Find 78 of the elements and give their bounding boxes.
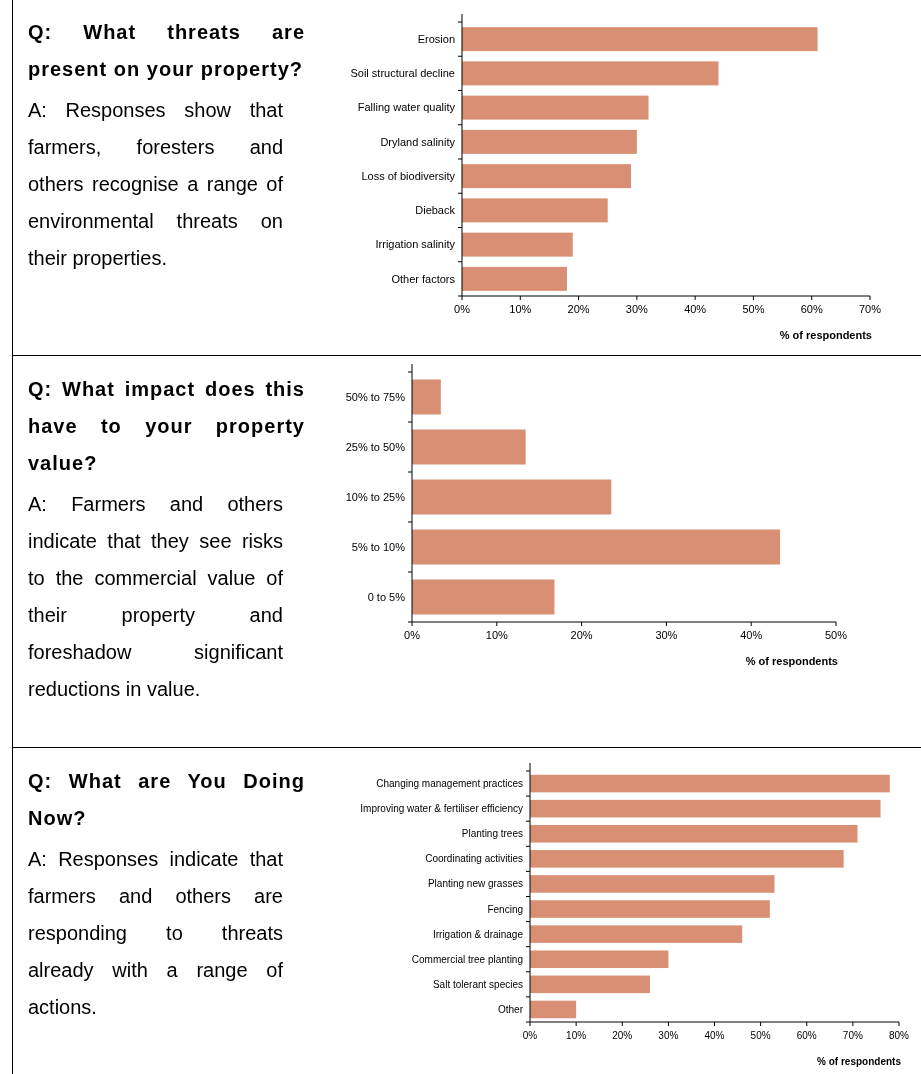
bar	[462, 61, 719, 86]
bar	[462, 95, 649, 120]
bar	[412, 529, 781, 565]
bar	[462, 266, 567, 291]
x-tick-label: 70%	[842, 1030, 863, 1041]
y-tick-label: Erosion	[417, 32, 455, 45]
bar	[412, 479, 612, 515]
x-axis-title: % of respondents	[817, 1056, 902, 1067]
y-tick-label: 50% to 75%	[345, 390, 406, 403]
y-tick-label: Changing management practices	[376, 778, 523, 790]
text: A: Responses show that farmers, foresters and others recognise a range of environmental threats on their properties.	[28, 98, 283, 271]
bar	[462, 164, 632, 189]
bar	[412, 429, 526, 465]
y-tick-label: Coordinating activities	[425, 853, 523, 865]
x-axis-title: % of respondents	[745, 655, 838, 667]
bar	[530, 774, 890, 793]
x-tick-label: 40%	[684, 303, 707, 315]
x-axis-title: % of respondents	[779, 329, 872, 341]
y-tick-label: 25% to 50%	[345, 440, 406, 453]
x-tick-label: 40%	[704, 1030, 725, 1041]
x-tick-label: 50%	[824, 629, 848, 641]
y-tick-label: 10% to 25%	[345, 490, 406, 503]
x-tick-label: 80%	[888, 1030, 910, 1041]
y-tick-label: Improving water & fertiliser efficiency	[360, 803, 523, 815]
x-tick-label: 20%	[612, 1030, 633, 1041]
x-tick-label: 40%	[740, 629, 763, 641]
y-tick-label: 0 to 5%	[367, 590, 406, 603]
x-tick-label: 20%	[567, 303, 590, 315]
y-tick-label: Irrigation & drainage	[432, 928, 524, 940]
y-tick-label: Commercial tree planting	[411, 953, 523, 965]
bar	[530, 799, 881, 818]
bar	[462, 232, 573, 257]
y-tick-label: Falling water quality	[357, 101, 456, 114]
bar	[412, 579, 555, 615]
text: Q: What impact does this have to your property value?	[28, 377, 305, 476]
x-tick-label: 50%	[750, 1030, 771, 1041]
y-tick-label: Planting new grasses	[427, 878, 523, 890]
bar	[530, 1000, 577, 1019]
y-tick-label: Fencing	[487, 903, 523, 915]
y-tick-label: Planting trees	[461, 828, 523, 840]
bar	[412, 379, 441, 415]
y-tick-label: 5% to 10%	[351, 540, 406, 553]
y-tick-label: Loss of biodiversity	[361, 169, 456, 182]
y-tick-label: Other	[497, 1003, 524, 1015]
bar	[530, 824, 858, 843]
y-tick-label: Soil structural decline	[350, 67, 455, 80]
bar	[530, 975, 650, 994]
x-tick-label: 0%	[454, 303, 471, 315]
x-tick-label: 0%	[404, 629, 421, 641]
text: Q: What threats are present on your property?	[28, 20, 305, 82]
x-tick-label: 10%	[485, 629, 509, 641]
x-tick-label: 60%	[800, 303, 823, 315]
y-tick-label: Other factors	[391, 272, 456, 285]
bar	[530, 850, 844, 868]
x-tick-label: 60%	[796, 1030, 817, 1041]
x-tick-label: 30%	[658, 1030, 679, 1041]
x-tick-label: 30%	[655, 629, 678, 641]
x-tick-label: 30%	[625, 303, 649, 315]
y-tick-label: Irrigation salinity	[375, 238, 456, 251]
bar	[462, 129, 637, 154]
x-tick-label: 0%	[522, 1030, 538, 1041]
x-tick-label: 10%	[509, 303, 532, 315]
text: A: Responses indicate that farmers and others are responding to threats already with a range of actions.	[28, 847, 283, 1020]
y-tick-label: Salt tolerant species	[432, 978, 523, 990]
x-tick-label: 50%	[742, 303, 765, 315]
text: Q: What are You Doing Now?	[28, 769, 305, 831]
x-tick-label: 20%	[570, 629, 593, 641]
y-tick-label: Dryland salinity	[380, 135, 456, 148]
y-tick-label: Dieback	[415, 204, 456, 217]
x-tick-label: 70%	[858, 303, 882, 315]
bar	[462, 27, 818, 52]
bar	[462, 198, 608, 223]
bar	[530, 900, 770, 918]
text: A: Farmers and others indicate that they see risks to the commercial value of their property and foreshadow significant reductions in value.	[28, 492, 283, 702]
bar	[530, 875, 775, 893]
bar	[530, 925, 743, 943]
x-tick-label: 10%	[566, 1030, 587, 1041]
bar	[530, 950, 669, 969]
